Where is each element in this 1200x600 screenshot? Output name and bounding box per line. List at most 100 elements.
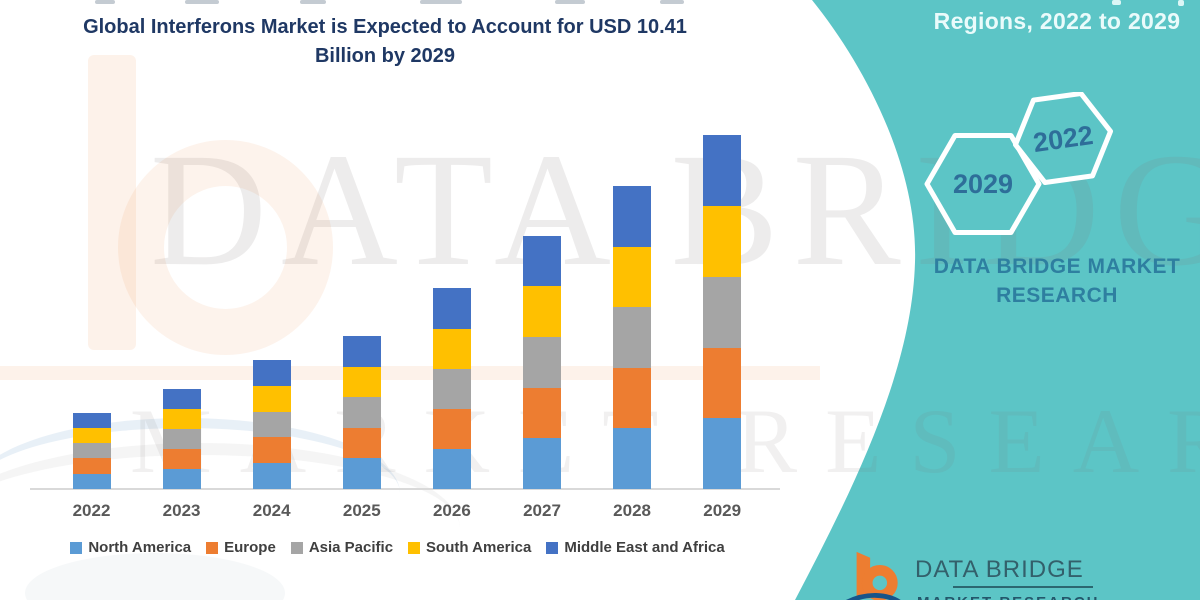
stacked-bar-2024 [252,359,291,489]
chart-title: Global Interferons Market is Expected to… [35,13,735,71]
bar-segment-north-america-2027 [523,438,561,489]
bar-segment-middle-east-and-africa-2023 [162,388,201,409]
bar-segment-south-america-2026 [432,328,471,369]
hexagon-2029 [924,133,1042,235]
bar-segment-europe-2027 [523,387,561,439]
bar-segment-europe-2023 [162,448,201,469]
x-axis-label-2028: 2028 [613,501,651,520]
legend-swatch-icon [70,541,83,554]
bar-segment-middle-east-and-africa-2025 [342,336,381,367]
legend-label: South America [426,539,532,556]
legend-item-south-america: South America [408,539,531,556]
legend-item-asia-pacific: Asia Pacific [290,539,394,556]
stacked-bar-2023 [162,388,201,489]
bar-segment-asia-pacific-2028 [613,307,652,368]
bar-segment-asia-pacific-2025 [342,397,381,428]
legend-swatch-icon [290,541,303,554]
cropped-text-fragment [555,0,585,4]
cropped-text-fragment [95,0,115,4]
hexagon-year-2029: 2029 [953,169,1013,199]
legend-label: Europe [224,539,276,556]
cropped-heading-fragment [1178,0,1184,6]
bar-segment-north-america-2028 [613,428,652,489]
stacked-bar-2028 [613,186,652,489]
legend-label: Asia Pacific [308,539,394,556]
legend-swatch-icon [206,541,219,554]
panel-heading: Regions, 2022 to 2029 [933,8,1181,34]
hexagon-2022 [1012,92,1114,186]
bar-segment-south-america-2028 [613,246,652,308]
brand-caption-line1: DATA BRIDGE MARKET [933,255,1181,278]
bar-segment-north-america-2023 [162,468,201,489]
stacked-bar-2022 [72,412,111,489]
bar-segment-asia-pacific-2022 [72,443,111,459]
logo-swoosh [845,592,901,600]
legend-label: North America [88,539,192,556]
bar-segment-asia-pacific-2023 [162,428,201,449]
bar-segment-north-america-2029 [703,418,742,489]
stacked-bar-2025 [342,336,381,489]
bar-segment-south-america-2027 [523,286,561,338]
bar-segment-asia-pacific-2029 [703,276,742,348]
cropped-text-fragment [300,0,326,4]
bar-segment-europe-2022 [72,458,111,474]
bar-segment-europe-2026 [432,408,471,449]
bar-segment-europe-2024 [252,437,291,464]
bar-segment-south-america-2024 [252,385,291,412]
footer-logo-text: DATA BRIDGE [915,556,1084,583]
bar-segment-middle-east-and-africa-2026 [432,288,471,329]
chart-legend: North America Europe Asia Pacific South Ame… [30,539,765,556]
footer-brand-logo: DATA BRIDGE MARKET RESEARCH [845,548,1098,600]
legend-label: Middle East and Africa [564,539,725,556]
footer-logo-underline [953,586,1093,588]
legend-swatch-icon [408,541,421,554]
bar-segment-south-america-2022 [72,427,111,444]
bar-segment-north-america-2026 [432,448,471,489]
cropped-text-fragment [660,0,684,4]
bar-segment-middle-east-and-africa-2024 [252,359,291,386]
bar-segment-europe-2029 [703,347,742,419]
bar-segment-middle-east-and-africa-2028 [613,186,652,247]
bar-segment-south-america-2023 [162,408,201,429]
legend-item-europe: Europe [206,539,276,556]
bar-segment-south-america-2029 [703,206,742,277]
bar-segment-asia-pacific-2027 [523,337,561,388]
x-axis-label-2027: 2027 [523,501,561,520]
stacked-bar-2026 [432,288,471,489]
x-axis-label-2023: 2023 [162,501,201,520]
bar-segment-north-america-2022 [72,473,111,489]
bar-segment-europe-2028 [613,367,652,429]
stacked-bar-2027 [523,235,561,489]
bar-segment-asia-pacific-2024 [252,411,291,438]
hexagon-year-badges: 2029 2022 [924,92,1114,235]
legend-item-middle-east-and-africa: Middle East and Africa [546,539,725,556]
cropped-text-fragment [420,0,462,4]
bar-segment-middle-east-and-africa-2027 [523,235,561,287]
bar-segment-middle-east-and-africa-2029 [703,135,742,207]
data-bridge-b-icon [845,551,901,600]
x-axis-label-2025: 2025 [342,501,381,520]
bar-segment-middle-east-and-africa-2022 [72,412,111,428]
brand-caption-line2: RESEARCH [996,284,1118,308]
footer-logo-cropped-line: MARKET RESEARCH [917,594,1100,600]
x-axis-label-2024: 2024 [252,501,291,520]
legend-swatch-icon [546,541,559,554]
x-axis-label-2029: 2029 [703,501,742,520]
chart-title-line2: Billion by 2029 [314,45,456,67]
x-axis-label-2022: 2022 [72,501,111,520]
bar-segment-north-america-2025 [342,458,381,489]
cropped-heading-fragment [1112,0,1121,5]
x-axis-label-2026: 2026 [432,501,471,520]
bar-segment-south-america-2025 [342,366,381,398]
bar-segment-asia-pacific-2026 [432,368,471,409]
bar-segment-north-america-2024 [252,463,291,489]
legend-item-north-america: North America [70,539,191,556]
cropped-text-fragment [185,0,219,4]
brand-caption: DATA BRIDGE MARKET RESEARCH [917,252,1197,311]
stacked-bar-2029 [703,135,742,489]
footer-logo-text-wrap: DATA BRIDGE MARKET RESEARCH [915,548,1098,600]
chart-title-line1: Global Interferons Market is Expected to… [83,16,687,38]
x-axis-line [30,488,780,490]
bar-segment-europe-2025 [342,427,381,459]
